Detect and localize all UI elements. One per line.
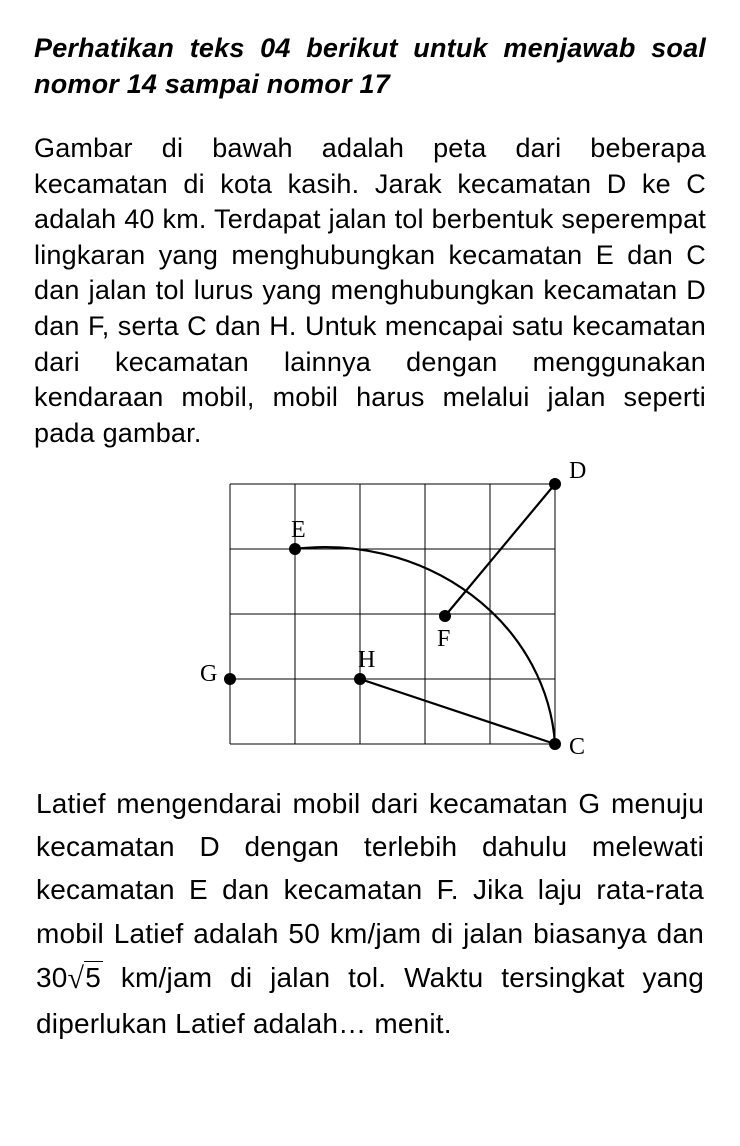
sqrt-symbol: √	[68, 962, 85, 995]
label-e: E	[291, 517, 306, 543]
point-f	[439, 610, 451, 622]
label-f: F	[437, 626, 450, 652]
point-g	[224, 673, 236, 685]
label-c: C	[569, 734, 585, 760]
intro-paragraph: Gambar di bawah adalah peta dari beberap…	[34, 131, 706, 452]
speed-prefix: 30	[36, 962, 68, 993]
label-d: D	[569, 458, 586, 484]
toll-line	[360, 679, 555, 744]
sqrt-arg: 5	[84, 961, 103, 993]
sqrt-expression: 30√5	[36, 962, 103, 993]
point-d	[549, 478, 561, 490]
point-h	[354, 673, 366, 685]
point-e	[289, 543, 301, 555]
map-figure: D E F G H C	[34, 444, 706, 764]
label-h: H	[358, 647, 375, 673]
question-paragraph: Latief mengendarai mobil dari kecamatan …	[34, 782, 706, 1045]
point-c	[549, 738, 561, 750]
map-svg: D E F G H C	[130, 444, 610, 764]
instruction-heading: Perhatikan teks 04 berikut untuk menjawa…	[34, 30, 706, 103]
toll-line	[445, 484, 555, 616]
question-part-2: km/jam di jalan tol. Waktu tersingkat ya…	[36, 962, 704, 1039]
question-part-1: Latief mengendarai mobil dari kecamatan …	[36, 788, 704, 949]
label-g: G	[200, 661, 217, 687]
